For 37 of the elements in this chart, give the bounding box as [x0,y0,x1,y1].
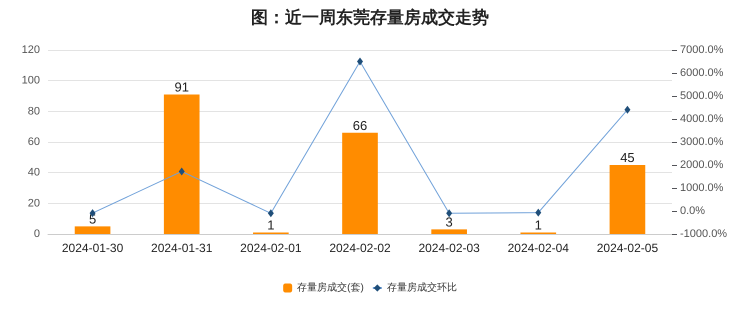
y2-tick-label: -1000.0% [680,228,728,240]
y-tick-label: 40 [28,166,40,179]
y-tick-label: 80 [28,105,40,118]
data-label: 91 [174,79,189,94]
bar [431,229,467,234]
y2-tick-label: 4000.0% [680,113,724,125]
bar [610,165,646,234]
y2-tick-label: 7000.0% [680,44,724,56]
bar [342,132,378,234]
data-label: 66 [352,118,368,133]
x-tick-label: 2024-01-30 [62,241,124,255]
x-tick-label: 2024-02-04 [508,241,570,255]
x-tick-label: 2024-02-05 [596,241,658,255]
y2-tick-label: 2000.0% [680,159,724,171]
x-tick-label: 2024-02-02 [329,241,392,255]
legend-label: 存量房成交环比 [386,282,457,294]
bar [164,94,200,234]
y-tick-label: 20 [28,197,40,210]
legend-label: 存量房成交(套) [297,282,364,294]
x-tick-label: 2024-02-03 [418,241,480,255]
chart-title: 图：近一周东莞存量房成交走势 [251,8,489,27]
data-label: 1 [534,217,542,232]
bar [74,226,110,234]
x-tick-label: 2024-01-31 [151,241,213,255]
y-tick-label: 100 [22,74,40,87]
y2-tick-label: 3000.0% [680,136,724,148]
y-tick-label: 0 [34,228,40,240]
x-tick-label: 2024-02-01 [240,241,302,255]
y-tick-label: 60 [28,136,40,148]
y2-tick-label: 0.0% [680,205,706,217]
data-label: 3 [446,214,453,230]
y2-tick-label: 5000.0% [680,90,724,102]
y-tick-label: 120 [22,44,40,56]
y2-tick-label: 6000.0% [680,67,724,79]
data-label: 45 [620,150,635,165]
data-label: 1 [267,217,274,232]
y2-tick-label: 1000.0% [680,182,724,194]
